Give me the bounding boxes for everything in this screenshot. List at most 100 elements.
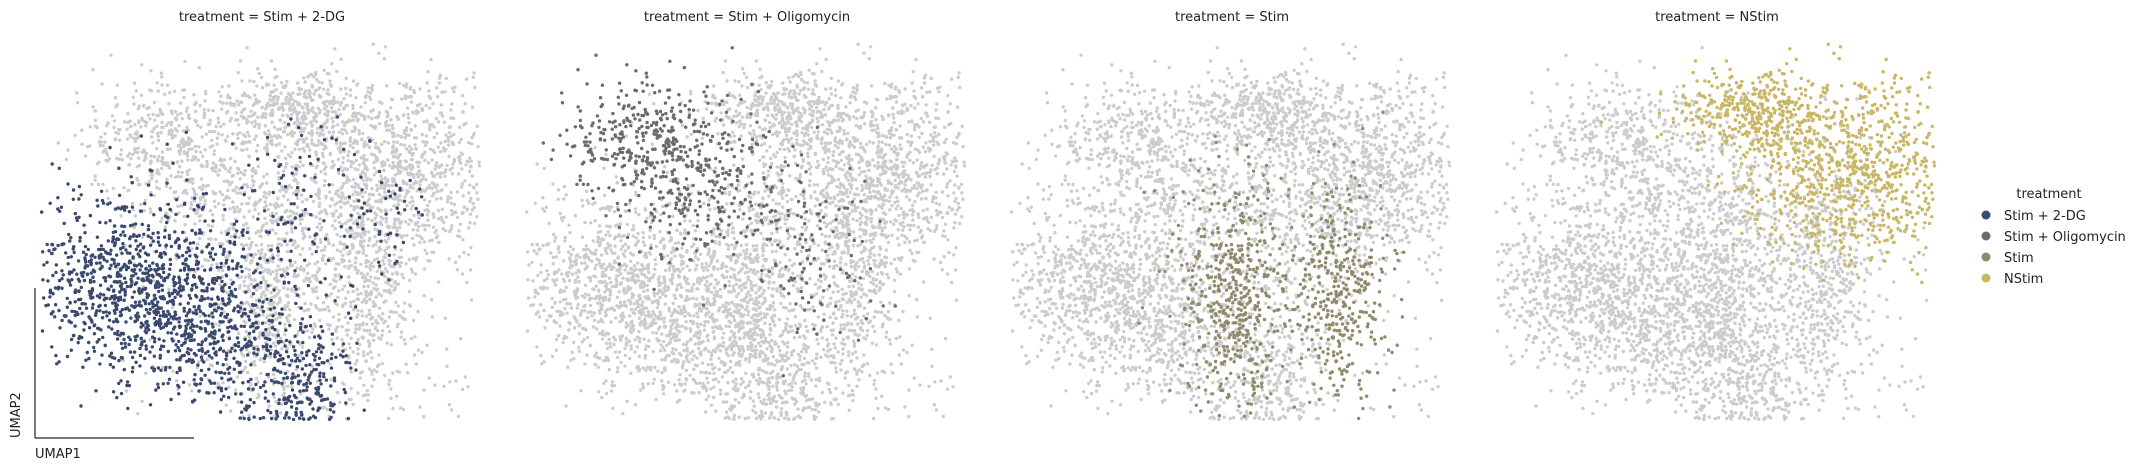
data-point	[222, 349, 226, 353]
data-point	[236, 344, 241, 348]
data-point	[143, 198, 147, 203]
data-point	[208, 145, 212, 149]
data-point	[319, 382, 323, 386]
data-point	[329, 292, 334, 296]
data-point	[339, 213, 343, 218]
data-point	[416, 175, 420, 179]
data-point	[182, 266, 187, 270]
data-point	[183, 340, 187, 345]
data-point	[401, 407, 406, 412]
data-point	[222, 122, 226, 127]
data-point	[425, 81, 429, 85]
data-point	[115, 237, 120, 241]
data-point	[362, 142, 366, 147]
data-point	[391, 310, 395, 314]
data-point	[208, 118, 212, 122]
data-point	[138, 242, 143, 246]
data-point	[769, 101, 773, 106]
data-point	[230, 326, 234, 330]
data-point	[363, 279, 367, 283]
data-point	[435, 189, 440, 194]
data-point	[324, 293, 328, 297]
data-point	[247, 331, 252, 336]
data-point	[175, 113, 180, 117]
data-point	[302, 309, 306, 313]
data-point	[156, 168, 160, 172]
data-point	[310, 252, 314, 256]
data-point	[160, 288, 165, 292]
data-point	[240, 93, 245, 98]
data-point	[111, 320, 116, 324]
data-point	[325, 104, 329, 109]
data-point	[272, 277, 277, 281]
data-point	[311, 287, 315, 292]
data-point	[163, 252, 168, 256]
data-point	[114, 104, 118, 109]
data-point	[264, 390, 268, 394]
data-point	[395, 206, 399, 210]
data-point	[278, 189, 282, 193]
data-point	[200, 277, 204, 281]
data-point	[146, 113, 151, 117]
data-point	[449, 134, 453, 139]
data-point	[449, 209, 454, 213]
data-point	[113, 356, 117, 360]
data-point	[139, 343, 143, 347]
data-point	[463, 179, 467, 183]
data-point	[445, 347, 449, 351]
data-point	[163, 368, 168, 372]
data-point	[437, 81, 442, 85]
data-point	[151, 112, 155, 117]
data-point	[322, 138, 327, 142]
data-point	[277, 339, 281, 344]
data-point	[130, 280, 134, 284]
data-point	[291, 103, 295, 107]
data-point	[131, 366, 135, 370]
data-point	[329, 384, 333, 388]
data-point	[246, 94, 250, 98]
data-point	[265, 82, 269, 86]
data-point	[270, 244, 274, 248]
data-point	[374, 283, 378, 287]
data-point	[373, 216, 377, 221]
data-point	[343, 315, 347, 319]
data-point	[334, 190, 339, 194]
data-point	[84, 306, 89, 310]
data-point	[170, 291, 174, 296]
data-point	[263, 396, 267, 400]
data-point	[245, 243, 249, 247]
data-point	[101, 182, 105, 187]
data-point	[184, 262, 188, 267]
data-point	[308, 402, 312, 406]
data-point	[109, 248, 113, 252]
data-point	[414, 147, 418, 151]
data-point	[336, 157, 341, 162]
data-point	[407, 222, 411, 226]
data-point	[460, 185, 464, 189]
data-point	[237, 310, 241, 314]
data-point	[360, 314, 364, 318]
data-point	[315, 389, 320, 393]
data-point	[366, 339, 371, 343]
data-point	[294, 167, 298, 171]
data-point	[210, 224, 214, 228]
data-point	[156, 231, 160, 235]
data-point	[220, 85, 224, 89]
data-point	[436, 208, 441, 213]
data-point	[287, 416, 291, 420]
data-point	[305, 385, 309, 389]
data-point	[365, 178, 369, 182]
data-point	[440, 114, 445, 118]
data-point	[112, 125, 116, 130]
data-point	[356, 337, 360, 342]
data-point	[425, 140, 429, 144]
data-point	[188, 338, 192, 343]
data-point	[314, 165, 319, 170]
data-point	[297, 110, 301, 115]
data-point	[261, 344, 265, 349]
data-point	[281, 108, 285, 112]
data-point	[288, 105, 292, 109]
data-point	[339, 57, 343, 62]
data-point	[337, 262, 341, 266]
data-point	[384, 252, 388, 256]
